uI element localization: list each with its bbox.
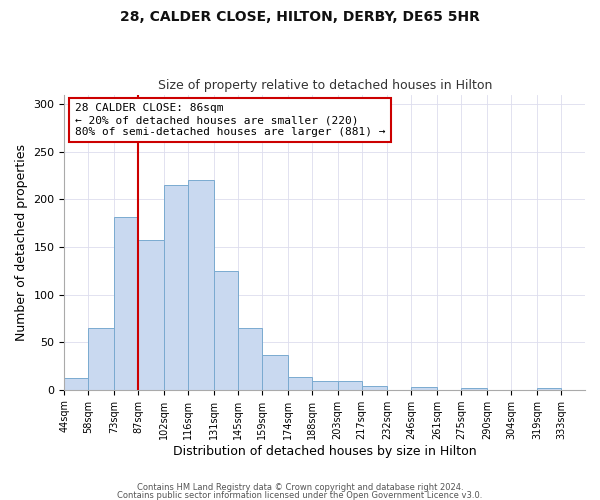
Bar: [412, 387, 437, 390]
Bar: [114, 218, 138, 390]
Text: Contains HM Land Registry data © Crown copyright and database right 2024.: Contains HM Land Registry data © Crown c…: [137, 484, 463, 492]
Bar: [537, 388, 561, 390]
Bar: [338, 381, 362, 390]
Text: 28 CALDER CLOSE: 86sqm
← 20% of detached houses are smaller (220)
80% of semi-de: 28 CALDER CLOSE: 86sqm ← 20% of detached…: [75, 104, 385, 136]
Bar: [88, 328, 114, 390]
Bar: [362, 386, 388, 390]
Bar: [262, 356, 288, 390]
Bar: [188, 180, 214, 390]
Bar: [164, 185, 188, 390]
Y-axis label: Number of detached properties: Number of detached properties: [15, 144, 28, 340]
Bar: [288, 378, 312, 390]
Text: Contains public sector information licensed under the Open Government Licence v3: Contains public sector information licen…: [118, 490, 482, 500]
Title: Size of property relative to detached houses in Hilton: Size of property relative to detached ho…: [158, 79, 492, 92]
Text: 28, CALDER CLOSE, HILTON, DERBY, DE65 5HR: 28, CALDER CLOSE, HILTON, DERBY, DE65 5H…: [120, 10, 480, 24]
Bar: [238, 328, 262, 390]
Bar: [64, 378, 88, 390]
Bar: [214, 270, 238, 390]
Bar: [138, 240, 164, 390]
X-axis label: Distribution of detached houses by size in Hilton: Distribution of detached houses by size …: [173, 444, 476, 458]
Bar: [312, 381, 338, 390]
Bar: [461, 388, 487, 390]
